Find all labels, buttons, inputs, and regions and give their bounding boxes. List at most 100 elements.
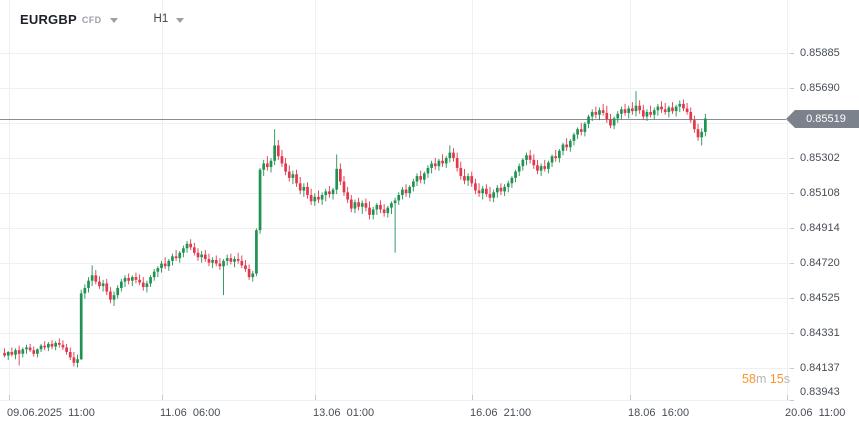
candle <box>266 163 269 168</box>
symbol-selector-button[interactable]: EURGBP CFD <box>20 12 118 27</box>
candle <box>269 160 273 168</box>
candle <box>229 258 233 262</box>
candle <box>638 105 641 111</box>
candle <box>572 134 576 141</box>
candle <box>444 158 448 164</box>
candle <box>276 145 280 157</box>
candle <box>349 199 353 209</box>
candle <box>470 176 474 184</box>
candle <box>576 129 579 135</box>
time-axis-label: 13.06 01:00 <box>313 407 375 419</box>
candle <box>656 106 660 111</box>
candle <box>671 107 674 112</box>
candle <box>616 113 620 119</box>
candle <box>262 163 266 170</box>
candle <box>287 171 291 178</box>
candle <box>54 342 57 347</box>
candle <box>492 192 495 198</box>
candle <box>39 345 43 350</box>
countdown-seconds: 15 <box>769 372 784 386</box>
price-axis-label: 0.84720 <box>800 256 840 269</box>
candle <box>660 106 663 110</box>
candle <box>685 108 689 113</box>
candle <box>335 168 339 190</box>
candle <box>419 176 422 180</box>
candle <box>634 105 638 112</box>
candle <box>386 207 390 214</box>
candle <box>251 273 255 278</box>
candle <box>700 131 704 138</box>
candle <box>623 109 627 113</box>
candle <box>189 243 193 248</box>
candle <box>138 279 141 283</box>
candle <box>649 112 652 115</box>
candle <box>193 247 196 253</box>
candle <box>324 191 328 196</box>
candle <box>182 248 185 253</box>
candle <box>426 167 430 174</box>
candle <box>525 155 528 160</box>
candle <box>174 256 178 259</box>
candle <box>693 120 696 130</box>
price-axis[interactable]: 0.85885 0.85690 0.85302 0.85108 0.84914 0.847… <box>790 0 859 400</box>
candle-countdown: 58m 15s <box>742 372 790 386</box>
time-axis-label: 16.06 21:00 <box>470 407 532 419</box>
time-axis-label: 11.06 06:00 <box>160 407 221 419</box>
candle <box>517 166 521 172</box>
symbol-label: EURGBP <box>20 11 77 27</box>
price-axis-label: 0.85108 <box>800 186 840 199</box>
candle <box>255 230 258 274</box>
candle <box>612 118 616 126</box>
candle <box>149 277 152 284</box>
candle <box>240 260 244 266</box>
price-axis-label: 0.84525 <box>800 291 840 304</box>
time-axis[interactable]: 09.06.2025 11:00 11.06 06:00 13.06 01:00 16… <box>0 400 859 427</box>
candle <box>547 162 550 169</box>
candle <box>506 183 510 187</box>
price-axis-label: 0.85885 <box>800 46 840 59</box>
candle <box>214 259 218 264</box>
candle <box>273 145 276 161</box>
candle <box>309 195 313 202</box>
timeframe-selector-button[interactable]: H1 <box>154 13 185 25</box>
candle <box>116 287 120 296</box>
candle <box>415 176 419 182</box>
candle <box>244 265 247 269</box>
candle <box>379 204 382 210</box>
candle <box>65 347 68 352</box>
candle <box>109 291 112 300</box>
time-axis-label: 09.06.2025 11:00 <box>7 407 95 419</box>
candle <box>127 278 130 281</box>
candle <box>550 156 554 163</box>
candle <box>160 263 163 269</box>
candle <box>339 168 342 182</box>
candle <box>390 203 393 208</box>
candle <box>364 203 368 208</box>
candle <box>141 282 145 288</box>
candle <box>105 283 109 292</box>
time-axis-label: 20.06 11:00 <box>785 407 846 419</box>
candle <box>528 155 532 160</box>
candle <box>236 259 240 261</box>
candle <box>408 186 412 194</box>
candle <box>90 275 94 281</box>
candle <box>291 174 295 178</box>
candle <box>466 176 470 181</box>
candle <box>317 196 320 200</box>
candle <box>601 110 605 113</box>
candle <box>704 118 707 132</box>
candle <box>598 110 601 115</box>
candle <box>156 268 160 272</box>
candle <box>561 144 565 151</box>
candle <box>101 283 105 287</box>
candle <box>134 277 138 280</box>
candle <box>412 181 415 187</box>
candle <box>328 191 331 195</box>
candle <box>609 119 612 126</box>
candle <box>579 129 583 132</box>
candle <box>218 263 222 267</box>
candle <box>539 166 543 171</box>
candle <box>68 351 72 358</box>
